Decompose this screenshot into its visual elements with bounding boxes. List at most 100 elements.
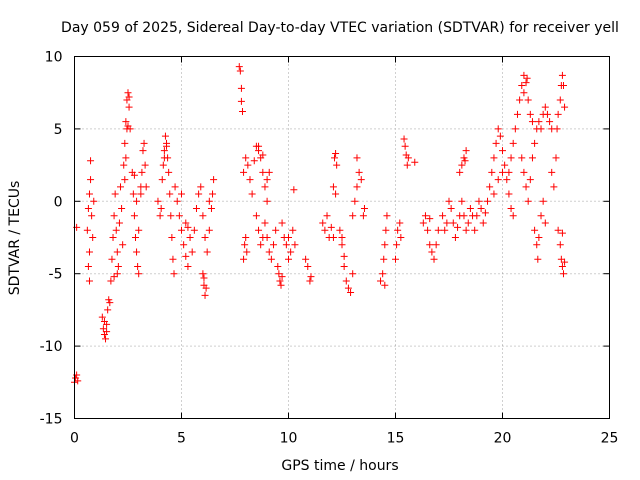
data-point (154, 197, 162, 205)
data-point (118, 205, 126, 213)
data-point (419, 219, 427, 227)
data-point (397, 234, 405, 241)
data-point (507, 205, 515, 213)
y-tick-label: -10 (40, 339, 63, 355)
data-point (523, 74, 531, 82)
data-point (84, 262, 92, 270)
data-point (451, 234, 459, 241)
data-point (85, 277, 93, 285)
data-point (528, 154, 536, 162)
data-point (400, 135, 408, 143)
data-point (130, 171, 138, 179)
data-point (353, 154, 361, 162)
axis-ticks (74, 56, 610, 419)
data-point (276, 277, 284, 285)
data-point (424, 226, 432, 234)
data-point (242, 154, 250, 162)
data-point (122, 118, 130, 126)
data-point (270, 241, 278, 249)
data-point (535, 118, 543, 126)
data-point (381, 281, 389, 289)
data-point (338, 234, 346, 241)
data-point (125, 103, 133, 111)
data-point (133, 197, 141, 205)
data-point (237, 97, 245, 105)
data-point (333, 161, 341, 169)
data-point (121, 139, 129, 147)
data-point (327, 223, 335, 231)
data-point (259, 151, 267, 159)
data-point (160, 154, 168, 162)
data-point (272, 226, 280, 234)
data-point (496, 132, 504, 140)
data-point (188, 248, 196, 256)
data-point (237, 84, 245, 92)
data-point (481, 209, 489, 217)
data-point (112, 226, 120, 234)
data-point (199, 212, 207, 220)
data-point (108, 255, 116, 263)
data-point (173, 197, 181, 205)
y-axis-title: SDTVAR / TECUs (7, 181, 23, 296)
data-point (534, 255, 542, 263)
data-point (404, 154, 412, 162)
data-point (184, 223, 192, 231)
data-point (393, 241, 401, 249)
data-point (526, 176, 534, 184)
data-point (199, 270, 207, 278)
data-point (490, 154, 498, 162)
data-point (240, 168, 248, 176)
data-point (87, 157, 95, 165)
y-tick-label: -15 (40, 412, 63, 428)
data-point (338, 241, 346, 249)
data-point (516, 96, 524, 104)
data-point (263, 197, 271, 205)
data-point (522, 183, 530, 191)
data-point (505, 168, 513, 176)
data-point (107, 277, 115, 285)
data-point (520, 89, 528, 97)
data-point (111, 190, 119, 198)
data-point (250, 157, 258, 165)
data-point (255, 226, 263, 234)
data-point (458, 197, 466, 205)
data-point (205, 197, 213, 205)
data-point (167, 212, 175, 220)
data-point (158, 176, 166, 184)
data-point (439, 212, 447, 220)
data-point (379, 270, 387, 278)
data-point (137, 190, 145, 198)
data-point (248, 190, 256, 198)
data-point (434, 226, 442, 234)
y-tick-label: 0 (54, 194, 63, 210)
data-point (202, 284, 210, 292)
data-point (331, 154, 339, 162)
data-point (89, 234, 97, 241)
data-point (140, 139, 148, 147)
y-tick-label: 5 (54, 122, 63, 138)
data-point (105, 296, 113, 304)
data-point (123, 125, 131, 133)
data-point (537, 125, 545, 133)
data-point (383, 212, 391, 220)
data-point (160, 147, 168, 155)
data-point (261, 219, 269, 227)
data-point (87, 176, 95, 184)
data-point (319, 219, 327, 227)
data-point (192, 205, 200, 213)
data-point (548, 168, 556, 176)
data-point (503, 176, 511, 184)
chart-title: Day 059 of 2025, Sidereal Day-to-day VTE… (61, 20, 619, 36)
data-point (541, 219, 549, 227)
data-point (394, 226, 402, 234)
x-tick-label: 10 (280, 431, 298, 447)
data-point (392, 255, 399, 263)
data-point (246, 176, 254, 184)
data-point (554, 110, 562, 118)
data-point (131, 234, 139, 241)
data-point (106, 299, 114, 307)
data-point (458, 161, 466, 169)
data-point (464, 219, 472, 227)
data-point (554, 226, 562, 234)
data-point (537, 212, 545, 220)
